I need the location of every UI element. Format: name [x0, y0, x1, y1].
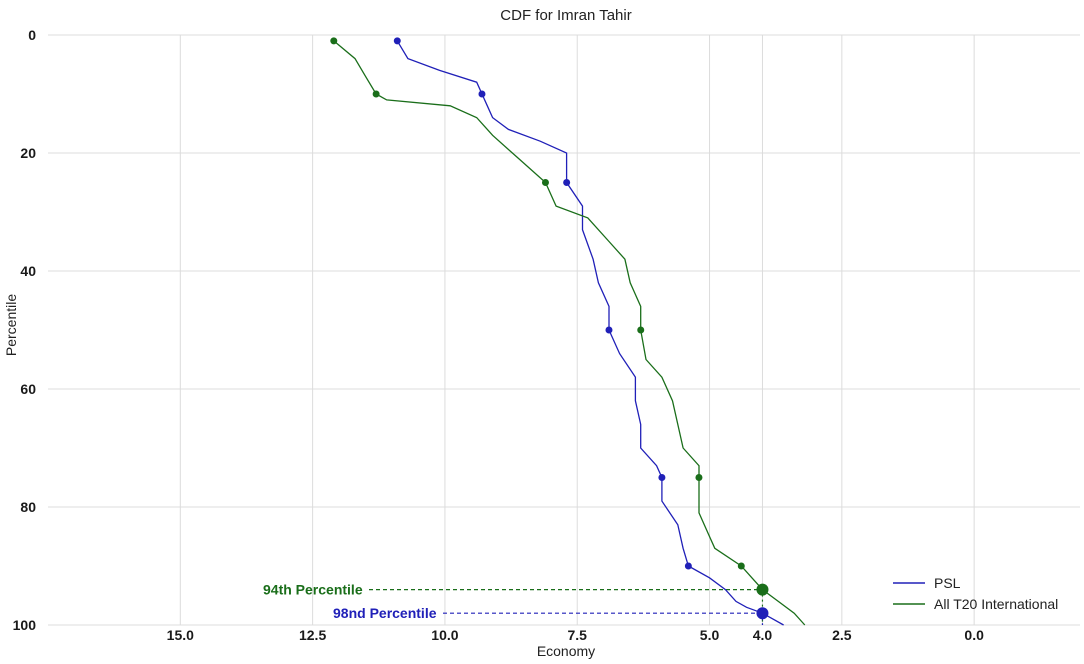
series-marker-1 [372, 90, 380, 98]
annotation-point [756, 607, 769, 620]
series-marker-1 [330, 37, 338, 45]
series-marker-0 [658, 474, 666, 481]
series-marker-1 [695, 474, 703, 481]
annotation-label: 94th Percentile [263, 582, 363, 598]
series-layer [330, 37, 806, 626]
series-line-1 [333, 40, 806, 626]
series-marker-1 [737, 562, 745, 570]
grid [48, 34, 1080, 626]
series-line-0 [396, 40, 784, 626]
series-marker-0 [684, 562, 692, 570]
annotation-labels: 94th Percentile 98nd Percentile [263, 582, 769, 621]
series-marker-0 [478, 90, 486, 98]
tick-labels: 15.0 12.5 10.0 7.5 5.0 4.0 2.5 0.0 0 20 40 60 80 100 [13, 27, 984, 643]
x-tick-label: 2.5 [832, 627, 852, 643]
series-marker-0 [563, 179, 571, 186]
annotation-label: 98nd Percentile [333, 605, 437, 621]
y-tick-label: 80 [20, 499, 36, 515]
x-tick-label: 7.5 [567, 627, 587, 643]
series-marker-0 [605, 326, 613, 334]
x-tick-label: 10.0 [431, 627, 458, 643]
y-tick-label: 40 [20, 263, 36, 279]
y-axis-label: Percentile [3, 294, 19, 356]
x-axis-label: Economy [537, 643, 595, 659]
legend-entry: All T20 International [934, 596, 1058, 612]
annotation-point [756, 583, 769, 596]
x-tick-label: 4.0 [753, 627, 773, 643]
y-tick-label: 60 [20, 381, 36, 397]
x-tick-label: 0.0 [964, 627, 984, 643]
x-tick-label: 5.0 [700, 627, 720, 643]
legend-entry: PSL [934, 575, 961, 591]
series-marker-0 [393, 37, 401, 45]
x-tick-label: 12.5 [299, 627, 326, 643]
y-tick-label: 20 [20, 145, 36, 161]
series-marker-1 [541, 179, 549, 186]
x-tick-label: 15.0 [167, 627, 194, 643]
y-tick-label: 0 [28, 27, 36, 43]
y-tick-label: 100 [13, 617, 37, 633]
series-marker-1 [637, 326, 645, 334]
legend: PSL All T20 International [893, 575, 1058, 612]
chart-title: CDF for Imran Tahir [500, 7, 631, 24]
